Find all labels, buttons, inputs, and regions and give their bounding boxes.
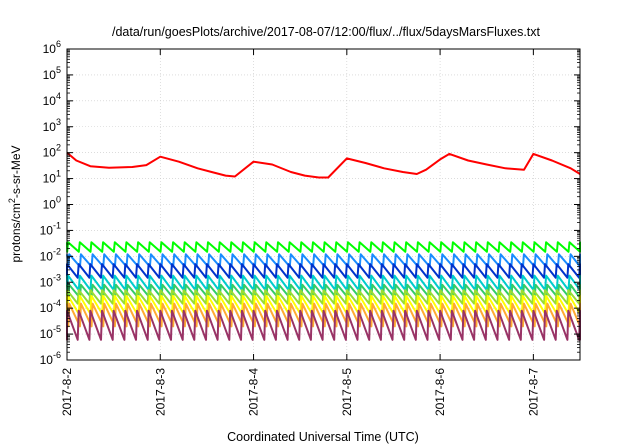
y-tick-label: 106 — [43, 39, 61, 56]
series-line — [66, 253, 581, 268]
series-line — [66, 274, 581, 292]
series-line — [66, 263, 581, 279]
y-tick-label: 10-6 — [40, 350, 61, 367]
x-tick-label: 2017-8-2 — [60, 368, 74, 416]
y-tick-label: 104 — [43, 91, 61, 108]
y-tick-label: 100 — [43, 195, 61, 212]
y-tick-label: 103 — [43, 117, 61, 134]
series-line — [66, 241, 581, 253]
x-tick-label: 2017-8-6 — [433, 368, 447, 416]
series-line — [66, 151, 581, 179]
y-tick-label: 102 — [43, 143, 61, 160]
chart-title: /data/run/goesPlots/archive/2017-08-07/1… — [112, 25, 541, 39]
grid-lines — [67, 49, 580, 360]
y-tick-label: 10-2 — [40, 246, 61, 263]
y-tick-label: 101 — [43, 169, 61, 186]
x-axis-label: Coordinated Universal Time (UTC) — [227, 430, 419, 444]
y-tick-label: 10-5 — [40, 324, 61, 341]
y-tick-label: 10-4 — [40, 298, 61, 315]
y-tick-label: 105 — [43, 65, 61, 82]
series-line — [66, 302, 581, 328]
y-axis-label: protons/cm2-s-sr-MeV — [7, 145, 23, 262]
series-line — [66, 289, 581, 305]
y-tick-label: 10-1 — [40, 220, 61, 237]
series-line — [66, 309, 581, 341]
y-tick-label: 10-3 — [40, 272, 61, 289]
x-tick-label: 2017-8-5 — [340, 368, 354, 416]
x-tick-label: 2017-8-4 — [247, 368, 261, 416]
x-tick-label: 2017-8-3 — [153, 368, 167, 416]
x-axis: 2017-8-2 2017-8-3 2017-8-4 2017-8-5 2017-8-6… — [60, 49, 540, 416]
x-tick-label: 2017-8-7 — [526, 368, 540, 416]
series-layer — [66, 151, 581, 341]
series-line — [66, 294, 581, 315]
y-axis: 10-6 10-5 10-4 10-3 10-2 10-1 100 101 102 103 104 1… — [40, 39, 580, 367]
